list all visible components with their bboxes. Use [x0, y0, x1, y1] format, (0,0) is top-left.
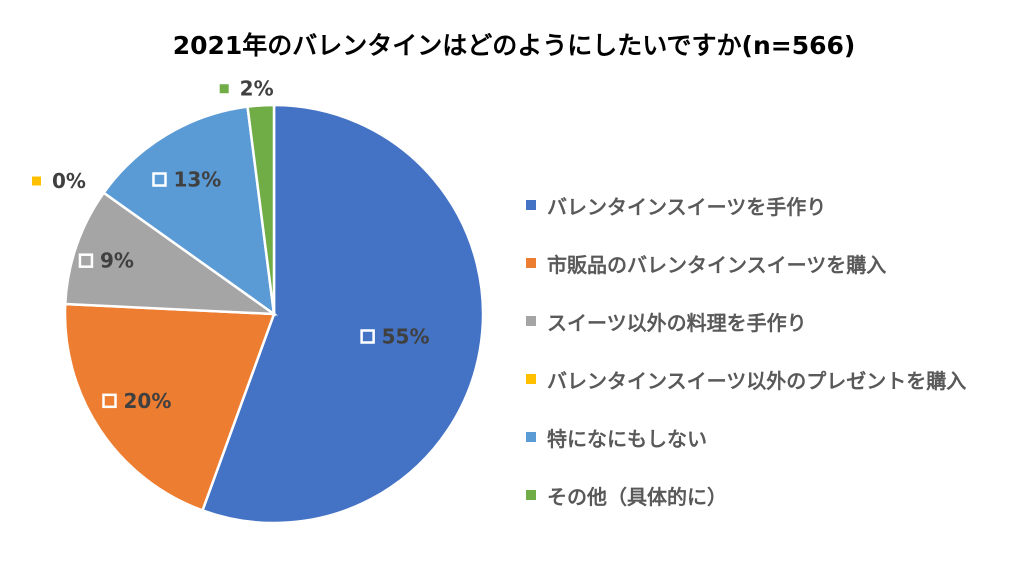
- pie-slice-5: [102, 105, 276, 317]
- legend-label-5: 特になにもしない: [547, 426, 707, 451]
- data-label-6: 2%: [219, 77, 274, 101]
- legend-item-5: 特になにもしない: [526, 408, 966, 466]
- data-label-text-2: 20%: [123, 389, 171, 413]
- data-label-1: 55%: [360, 325, 430, 349]
- legend-item-4: バレンタインスイーツ以外のプレゼントを購入: [526, 350, 966, 408]
- pie-slice-1: [200, 103, 485, 525]
- data-label-text-1: 55%: [382, 325, 430, 349]
- data-label-3: 9%: [78, 249, 134, 273]
- legend-swatch-5: [526, 432, 536, 442]
- data-label-text-5: 13%: [173, 168, 221, 192]
- data-label-2: 20%: [102, 389, 171, 413]
- legend-swatch-3: [526, 316, 536, 326]
- pie-slice-6: [246, 103, 276, 315]
- chart-title: 2021年のバレンタインはどのようにしたいですか(n=566): [172, 31, 856, 60]
- legend-swatch-2: [526, 258, 536, 268]
- pie-slice-2: [63, 302, 276, 512]
- legend-item-3: スイーツ以外の料理を手作り: [526, 292, 966, 350]
- data-label-key-1: [360, 329, 375, 344]
- legend-swatch-4: [526, 374, 536, 384]
- data-label-key-3: [78, 253, 94, 268]
- legend-label-2: 市販品のバレンタインスイーツを購入: [547, 252, 887, 277]
- data-label-text-3: 9%: [100, 249, 134, 273]
- legend-swatch-6: [526, 490, 536, 500]
- legend-swatch-1: [526, 200, 536, 210]
- data-label-text-6: 2%: [240, 77, 274, 101]
- legend-label-1: バレンタインスイーツを手作り: [547, 194, 827, 219]
- data-label-key-4: [32, 176, 41, 186]
- data-label-text-4: 0%: [52, 169, 86, 193]
- legend-label-4: バレンタインスイーツ以外のプレゼントを購入: [547, 368, 967, 393]
- data-label-5: 13%: [152, 168, 221, 192]
- legend-item-1: バレンタインスイーツを手作り: [526, 176, 966, 234]
- data-label-key-2: [102, 393, 117, 409]
- legend-label-3: スイーツ以外の料理を手作り: [547, 310, 807, 335]
- legend-item-2: 市販品のバレンタインスイーツを購入: [526, 234, 966, 292]
- data-label-key-6: [219, 84, 229, 94]
- legend-label-6: その他（具体的に）: [547, 484, 727, 509]
- data-label-4: 0%: [32, 169, 86, 193]
- legend-item-6: その他（具体的に）: [526, 466, 966, 524]
- legend: バレンタインスイーツを手作り市販品のバレンタインスイーツを購入 スイーツ以外の料理…: [526, 176, 966, 524]
- data-label-key-5: [152, 172, 167, 187]
- pie-slice-3: [63, 191, 279, 316]
